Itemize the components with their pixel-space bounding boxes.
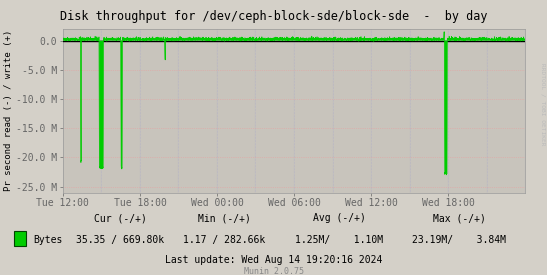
Text: 23.19M/    3.84M: 23.19M/ 3.84M	[412, 235, 507, 245]
Text: Bytes: Bytes	[33, 235, 62, 245]
Text: Munin 2.0.75: Munin 2.0.75	[243, 267, 304, 275]
Text: Avg (-/+): Avg (-/+)	[313, 213, 365, 223]
Text: 1.17 / 282.66k: 1.17 / 282.66k	[183, 235, 265, 245]
Text: Disk throughput for /dev/ceph-block-sde/block-sde  -  by day: Disk throughput for /dev/ceph-block-sde/…	[60, 10, 487, 23]
Text: Max (-/+): Max (-/+)	[433, 213, 486, 223]
Text: Cur (-/+): Cur (-/+)	[94, 213, 147, 223]
Text: 1.25M/    1.10M: 1.25M/ 1.10M	[295, 235, 383, 245]
Y-axis label: Pr second read (-) / write (+): Pr second read (-) / write (+)	[4, 30, 14, 191]
Text: Min (-/+): Min (-/+)	[198, 213, 251, 223]
Text: Last update: Wed Aug 14 19:20:16 2024: Last update: Wed Aug 14 19:20:16 2024	[165, 255, 382, 265]
Text: 35.35 / 669.80k: 35.35 / 669.80k	[76, 235, 165, 245]
Text: RRDTOOL / TOBI OETIKER: RRDTOOL / TOBI OETIKER	[541, 63, 546, 146]
